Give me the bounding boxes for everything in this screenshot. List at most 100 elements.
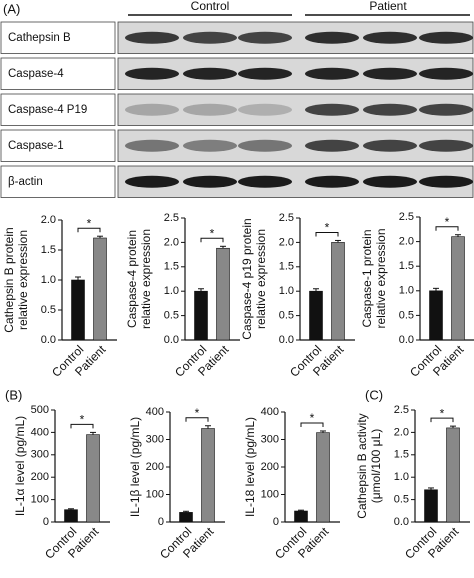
bar (179, 512, 193, 523)
bar (429, 290, 443, 341)
blot-label-box (0, 57, 116, 90)
significance-label: * (87, 216, 92, 230)
significance-bracket (200, 237, 224, 243)
y-tick-label: 2.0 (399, 236, 414, 248)
y-tick-label: 0 (273, 516, 279, 528)
y-axis-label: Caspase-4 protein (125, 230, 139, 328)
bar (64, 509, 78, 523)
blot-label-box (0, 21, 116, 54)
y-axis-label: IL-18 level (pg/mL) (243, 417, 257, 517)
y-tick-label: 0.0 (394, 516, 409, 528)
y-tick-label: 1.0 (164, 285, 179, 297)
blot-band (419, 103, 473, 116)
y-tick-label: 0 (43, 516, 49, 528)
y-axis-label: Caspase-4 p19 protein (240, 218, 254, 339)
blot-band (125, 139, 179, 152)
blot-band (305, 67, 359, 80)
bar (86, 434, 100, 523)
y-tick-label: 2.0 (279, 236, 294, 248)
y-tick-label: 200 (261, 461, 279, 473)
blot-band (363, 67, 417, 80)
blot-band (363, 31, 417, 44)
blot-band (238, 67, 292, 80)
y-tick-label: 200 (146, 461, 164, 473)
panel-label: (A) (3, 1, 20, 16)
blot-band (183, 31, 237, 44)
y-tick-label: 300 (31, 449, 49, 461)
y-tick-label: 100 (261, 488, 279, 500)
y-tick-label: 200 (31, 471, 49, 483)
bar (316, 432, 330, 523)
protein-label: Caspase-1 (8, 140, 64, 152)
y-tick-label: 0.5 (164, 310, 179, 322)
significance-label: * (80, 413, 85, 427)
significance-bracket (430, 417, 454, 423)
blot-band (363, 139, 417, 152)
blot-band (238, 103, 292, 116)
y-tick-label: 400 (31, 426, 49, 438)
blot-band (183, 103, 237, 116)
group-label: Patient (369, 0, 407, 13)
y-tick-label: 0.5 (399, 309, 414, 321)
y-axis-label: relative expression (139, 229, 153, 329)
blot-label-box (0, 93, 116, 126)
y-axis-label: Caspase-1 protein (360, 229, 374, 327)
blot-band (238, 175, 292, 188)
y-tick-label: 2.5 (394, 404, 409, 416)
y-tick-label: 1.5 (394, 449, 409, 461)
blot-band (238, 139, 292, 152)
y-tick-label: 2.5 (399, 211, 414, 223)
significance-label: * (195, 406, 200, 420)
blot-band (419, 31, 473, 44)
significance-label: * (310, 411, 315, 425)
blot-band (305, 175, 359, 188)
bar (451, 236, 465, 341)
blot-band (363, 175, 417, 188)
y-tick-label: 0.5 (394, 494, 409, 506)
panel-label: (B) (5, 387, 22, 402)
y-tick-label: 400 (261, 406, 279, 418)
y-tick-label: 1.5 (279, 261, 294, 273)
blot-band (305, 139, 359, 152)
y-tick-label: 400 (146, 406, 164, 418)
y-tick-label: 1.5 (399, 260, 414, 272)
y-tick-label: 1.5 (164, 261, 179, 273)
significance-bracket (70, 423, 94, 429)
y-axis-label: (μmol/100 μL) (369, 429, 383, 504)
y-tick-label: 2.0 (41, 214, 56, 226)
bar (71, 279, 85, 341)
y-tick-label: 0.0 (164, 334, 179, 346)
bar (194, 290, 208, 341)
protein-label: β-actin (8, 176, 43, 188)
blot-band (183, 67, 237, 80)
blot-band (305, 103, 359, 116)
y-tick-label: 2.5 (164, 212, 179, 224)
protein-label: Caspase-4 (8, 68, 64, 80)
significance-bracket (300, 422, 324, 427)
blot-band (419, 175, 473, 188)
bar (201, 428, 215, 523)
significance-label: * (445, 215, 450, 229)
y-tick-label: 300 (261, 433, 279, 445)
bar (93, 237, 107, 341)
blot-band (305, 31, 359, 44)
bar (446, 427, 460, 523)
y-axis-label: relative expression (16, 230, 30, 330)
y-tick-label: 0.0 (399, 334, 414, 346)
y-tick-label: 2.0 (394, 426, 409, 438)
significance-label: * (210, 226, 215, 240)
y-tick-label: 1.0 (279, 285, 294, 297)
significance-bracket (435, 226, 459, 231)
protein-label: Caspase-4 P19 (8, 104, 87, 116)
significance-bracket (77, 227, 101, 233)
y-tick-label: 0.0 (41, 334, 56, 346)
y-tick-label: 2.0 (164, 236, 179, 248)
y-tick-label: 0.0 (279, 334, 294, 346)
y-tick-label: 0.5 (279, 310, 294, 322)
blot-band (363, 103, 417, 116)
blot-band (183, 175, 237, 188)
bar (294, 510, 308, 523)
y-tick-label: 0 (158, 516, 164, 528)
blot-band (238, 31, 292, 44)
blot-band (125, 103, 179, 116)
